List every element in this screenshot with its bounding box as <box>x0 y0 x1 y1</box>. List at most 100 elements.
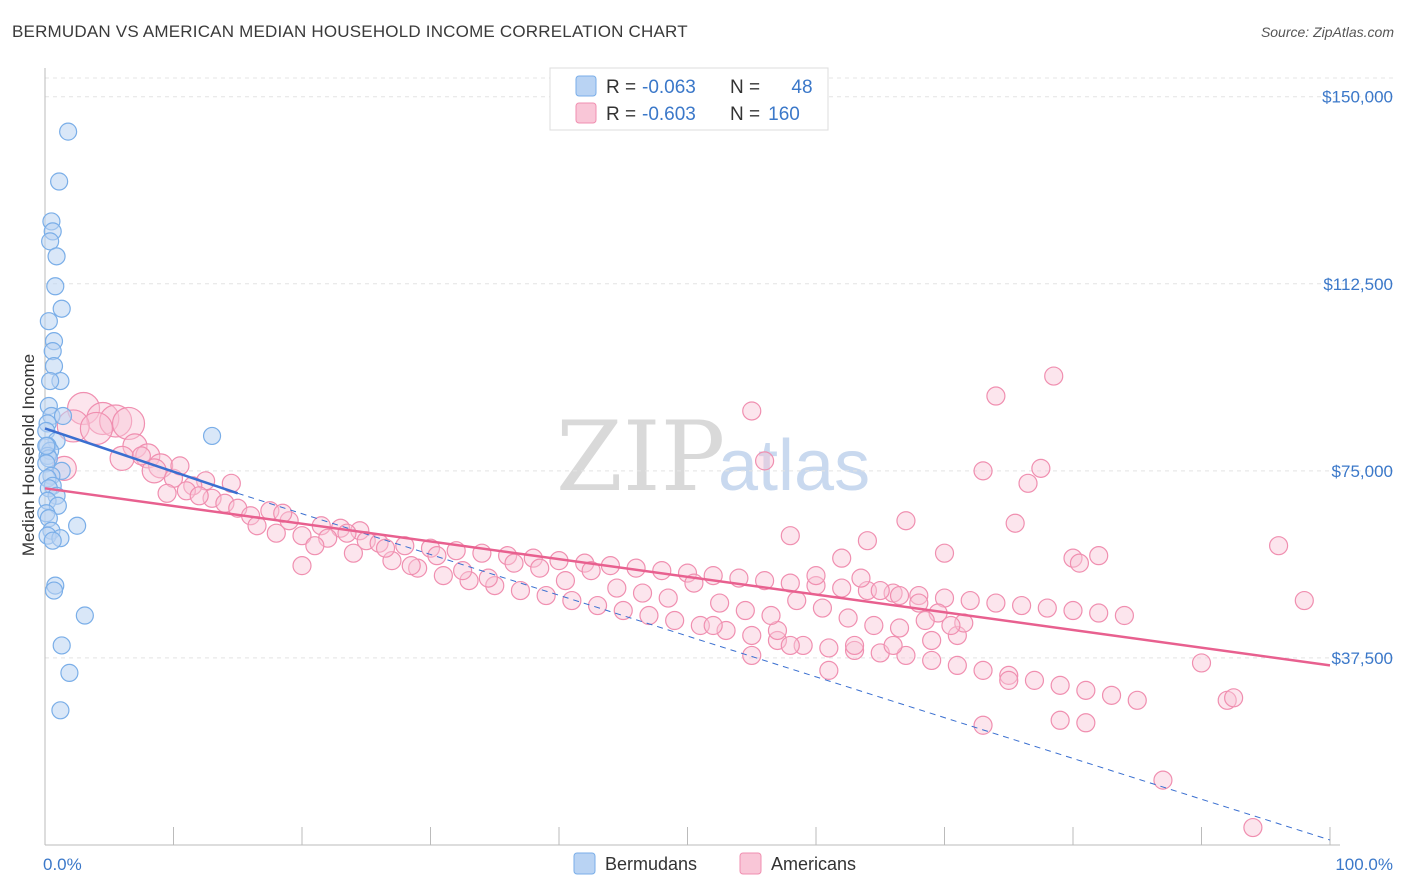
american-point <box>832 548 852 568</box>
american-point <box>947 625 967 646</box>
bermudan-point <box>53 406 73 426</box>
american-point <box>562 590 582 611</box>
bermudan-point <box>37 436 56 456</box>
legend-n-value-1: 48 <box>791 77 812 98</box>
american-point <box>343 543 363 563</box>
american-point <box>864 615 884 636</box>
american-point <box>767 630 788 651</box>
american-point <box>382 551 402 571</box>
american-point <box>1089 603 1109 623</box>
american-point <box>1050 710 1070 730</box>
bermudan-point <box>41 371 60 391</box>
legend-n-label-1: N = <box>730 77 760 98</box>
american-point <box>889 618 910 638</box>
american-point <box>375 538 396 558</box>
bottom-legend-swatch-bermudans <box>573 852 596 875</box>
bermudan-point <box>52 636 71 655</box>
american-point <box>922 650 942 671</box>
american-point <box>754 571 775 591</box>
american-point <box>1069 553 1090 573</box>
american-point <box>453 561 473 581</box>
bermudan-point <box>75 606 94 625</box>
american-point <box>1031 458 1051 478</box>
american-point <box>401 556 421 576</box>
y-tick-label: $150,000 <box>1322 88 1393 107</box>
american-points <box>51 366 1314 838</box>
american-point <box>523 548 543 568</box>
bermudan-point <box>68 516 87 535</box>
american-point <box>1089 546 1109 566</box>
bermudan-trend-dashed <box>237 492 1331 841</box>
american-point <box>292 526 312 546</box>
american-point <box>742 401 762 421</box>
american-point <box>1063 548 1083 568</box>
american-point <box>1037 598 1057 618</box>
american-point <box>613 600 633 621</box>
american-point <box>478 568 498 588</box>
y-tick-label: $112,500 <box>1323 275 1393 294</box>
american-point <box>915 610 935 631</box>
american-point <box>189 486 209 506</box>
american-point <box>1063 600 1083 621</box>
american-point <box>735 600 755 621</box>
legend-n-label-2: N = <box>730 104 760 125</box>
y-tick-label: $37,500 <box>1332 649 1393 668</box>
american-point <box>812 598 833 618</box>
american-point <box>909 585 929 606</box>
american-point <box>141 458 167 484</box>
legend-bottom: Bermudans Americans <box>573 852 856 875</box>
american-point <box>99 404 133 438</box>
american-point <box>183 476 203 496</box>
american-point <box>780 635 800 656</box>
american-point <box>941 615 961 636</box>
legend-n-value-2: 160 <box>768 104 800 125</box>
american-point <box>632 583 653 603</box>
legend-swatch-bermudans <box>575 75 597 97</box>
american-point <box>838 608 858 628</box>
x-tick-label-max: 100.0% <box>1335 855 1393 874</box>
american-point <box>922 630 942 651</box>
american-point <box>844 635 865 656</box>
american-point <box>787 590 807 611</box>
american-point <box>999 670 1019 690</box>
trend-lines <box>44 427 1331 841</box>
american-point <box>889 585 910 606</box>
american-point <box>433 566 453 586</box>
american-point <box>1127 690 1147 710</box>
american-point <box>665 610 685 631</box>
bermudan-point <box>43 531 62 550</box>
american-point <box>1076 713 1096 733</box>
american-point <box>851 568 871 588</box>
american-point <box>1224 688 1244 708</box>
american-point <box>555 571 576 591</box>
legend-r-value-2: -0.603 <box>642 104 696 125</box>
american-point <box>337 523 357 543</box>
american-point <box>1294 590 1314 611</box>
bermudan-point <box>47 247 66 266</box>
american-point <box>883 635 903 656</box>
american-point <box>1005 513 1025 533</box>
american-point <box>870 580 890 601</box>
american-point <box>459 571 479 591</box>
legend-r-value-1: -0.063 <box>642 77 696 98</box>
legend-top: R = -0.063 N = 48 R = -0.603 N = 160 <box>549 67 829 131</box>
bermudan-point <box>60 663 79 682</box>
y-tick-label: $75,000 <box>1332 462 1393 481</box>
american-point <box>819 660 839 680</box>
american-point <box>896 511 916 531</box>
bermudan-point <box>46 277 65 296</box>
american-point <box>1243 817 1263 838</box>
american-point <box>587 595 608 616</box>
american-point <box>780 526 800 546</box>
american-point <box>157 483 177 503</box>
american-point <box>857 531 878 551</box>
watermark-zip: ZIP <box>556 401 725 513</box>
american-point <box>973 461 993 481</box>
bottom-legend-americans: Americans <box>771 854 856 874</box>
american-point <box>658 588 678 608</box>
american-point <box>504 553 524 573</box>
american-point <box>742 645 762 666</box>
american-point <box>806 566 826 586</box>
legend-r-label-2: R = <box>606 104 636 125</box>
